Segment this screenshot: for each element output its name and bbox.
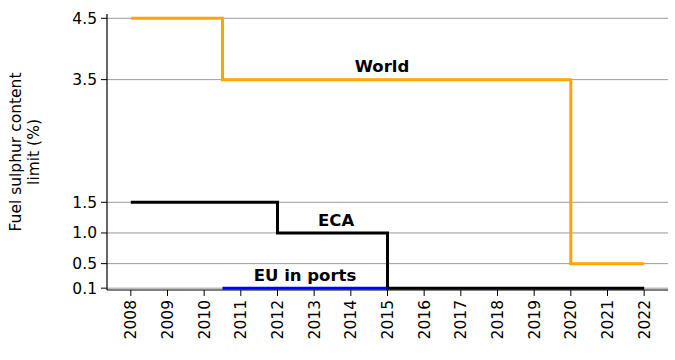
series-line — [131, 202, 644, 288]
x-tick — [314, 290, 315, 296]
x-tick — [424, 290, 425, 296]
x-tick — [644, 290, 645, 296]
x-tick — [607, 290, 608, 296]
x-tick — [534, 290, 535, 296]
x-tick-label: 2020 — [562, 300, 580, 339]
x-tick — [460, 290, 461, 296]
x-tick-label: 2010 — [196, 300, 214, 339]
series-line — [223, 287, 388, 290]
y-tick-label: 3.5 — [72, 71, 97, 89]
y-axis-label: Fuel sulphur contentlimit (%) — [7, 73, 43, 232]
y-tick — [101, 18, 107, 19]
y-axis — [106, 14, 107, 290]
x-tick-label: 2017 — [452, 300, 470, 339]
series-line — [131, 18, 644, 263]
series-group — [131, 18, 644, 288]
y-tick-label: 4.5 — [72, 10, 97, 28]
x-tick — [204, 290, 205, 296]
y-tick — [101, 232, 107, 233]
x-tick-label: 2016 — [416, 300, 434, 339]
x-tick-label: 2011 — [232, 300, 250, 339]
x-tick — [240, 290, 241, 296]
x-tick-label: 2018 — [489, 300, 507, 339]
chart: 0.1 0.5 1.0 1.5 3.5 4.5 2008 2009 2010 2011 2012 20… — [0, 0, 675, 360]
series-label: ECA — [318, 211, 354, 230]
x-tick — [130, 290, 131, 296]
x-tick-label: 2022 — [636, 300, 654, 339]
x-tick-label: 2008 — [122, 300, 140, 339]
x-tick — [167, 290, 168, 296]
y-tick — [101, 263, 107, 264]
y-tick-label: 0.1 — [72, 280, 97, 298]
y-tick — [101, 79, 107, 80]
y-tick-label: 1.5 — [72, 194, 97, 212]
x-tick-label: 2021 — [599, 300, 617, 339]
y-tick-label: 0.5 — [72, 255, 97, 273]
x-tick — [387, 290, 388, 296]
x-tick-label: 2015 — [379, 300, 397, 339]
x-tick-label: 2014 — [342, 300, 360, 339]
series-label: EU in ports — [254, 266, 357, 285]
x-tick — [277, 290, 278, 296]
series-label: World — [355, 57, 410, 76]
y-tick — [101, 288, 107, 289]
y-tick — [101, 202, 107, 203]
y-axis-label-line: Fuel sulphur content — [7, 73, 25, 232]
x-tick-label: 2012 — [269, 300, 287, 339]
y-axis-label-line: limit (%) — [25, 119, 43, 185]
x-tick-label: 2009 — [159, 300, 177, 339]
x-tick — [570, 290, 571, 296]
x-tick — [350, 290, 351, 296]
x-tick-label: 2019 — [526, 300, 544, 339]
x-tick — [497, 290, 498, 296]
y-tick-label: 1.0 — [72, 224, 97, 242]
x-tick-label: 2013 — [306, 300, 324, 339]
